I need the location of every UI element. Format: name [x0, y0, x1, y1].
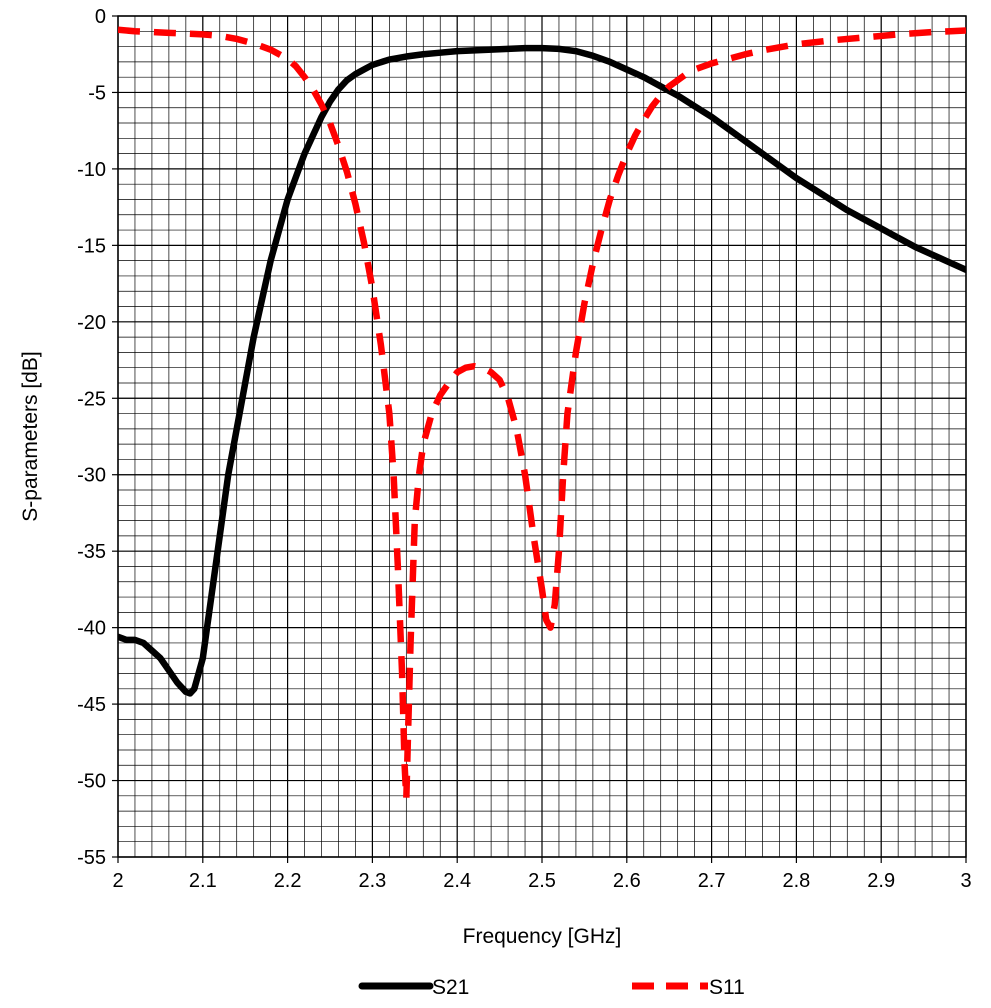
y-axis-ticks: 0 -5 -10 -15 -20 -25 -30 -35 -40 -45 -50 -55 — [77, 6, 118, 869]
legend-label-s21: S21 — [432, 976, 469, 999]
y-tick-label: -25 — [77, 388, 106, 410]
legend-label-s11: S11 — [709, 976, 745, 999]
y-tick-label: -15 — [77, 235, 106, 257]
y-tick-label: -40 — [77, 618, 106, 640]
x-tick-label: 2.5 — [528, 870, 556, 892]
x-axis-label: Frequency [GHz] — [463, 925, 622, 948]
grid-major — [117, 15, 967, 858]
series-line-s21 — [118, 44, 966, 697]
x-tick-label: 2.7 — [698, 870, 726, 892]
x-tick-label: 3 — [960, 870, 971, 892]
x-tick-label: 2.4 — [443, 870, 471, 892]
x-tick-label: 2.3 — [358, 870, 386, 892]
x-tick-label: 2.9 — [867, 870, 895, 892]
y-tick-label: -55 — [77, 847, 106, 869]
y-tick-label: -10 — [77, 159, 106, 181]
x-tick-label: 2.6 — [613, 870, 641, 892]
y-tick-label: -5 — [88, 82, 106, 104]
x-axis-ticks: 2 2.1 2.2 2.3 2.4 2.5 2.6 2.7 2.8 2.9 3 — [112, 857, 972, 892]
x-tick-label: 2 — [112, 870, 123, 892]
y-tick-label: -45 — [77, 694, 106, 716]
y-tick-label: -30 — [77, 465, 106, 487]
x-tick-label: 2.8 — [782, 870, 810, 892]
x-tick-label: 2.1 — [189, 870, 217, 892]
y-axis-label: S-parameters [dB] — [19, 351, 42, 521]
y-tick-label: -50 — [77, 771, 106, 793]
y-tick-label: 0 — [95, 6, 106, 28]
y-tick-label: -20 — [77, 312, 106, 334]
y-tick-label: -35 — [77, 541, 106, 563]
series-line-s11 — [118, 26, 966, 803]
x-tick-label: 2.2 — [274, 870, 302, 892]
series-layer — [118, 26, 966, 803]
legend: S21 S11 — [358, 976, 745, 999]
